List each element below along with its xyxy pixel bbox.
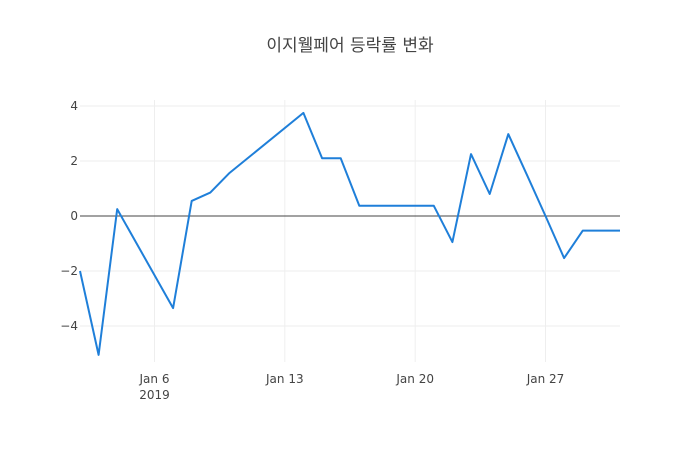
x-tick-year-label: 2019 (139, 388, 170, 402)
x-tick-label: Jan 27 (526, 372, 565, 386)
y-tick-label: −2 (60, 264, 78, 278)
x-axis-ticks: Jan 6 2019 Jan 13 Jan 20 Jan 27 (139, 372, 565, 402)
y-tick-label: 2 (70, 154, 78, 168)
chart-title: 이지웰페어 등락률 변화 (266, 36, 434, 56)
y-tick-label: 0 (70, 209, 78, 223)
y-tick-label: −4 (60, 319, 78, 333)
x-tick-label: Jan 13 (265, 372, 304, 386)
x-tick-label: Jan 20 (395, 372, 434, 386)
y-axis-ticks: 4 2 0 −2 −4 (60, 99, 78, 333)
gridlines (80, 100, 620, 362)
series-line (79, 111, 620, 356)
x-tick-label: Jan 6 (139, 372, 170, 386)
y-tick-label: 4 (70, 99, 78, 113)
